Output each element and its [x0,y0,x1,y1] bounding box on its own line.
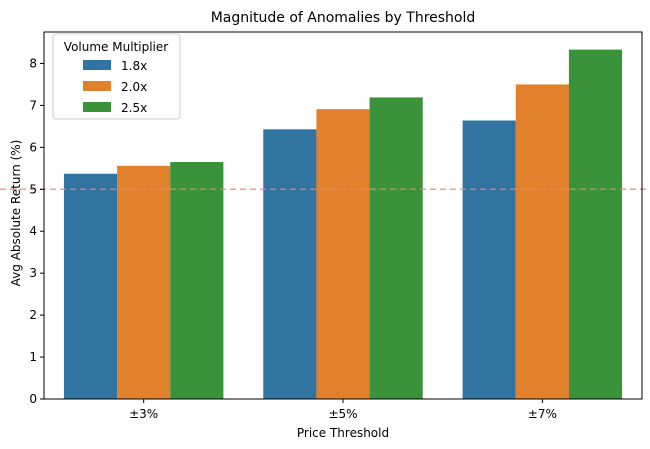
legend-title: Volume Multiplier [64,40,168,54]
y-tick-label-3: 3 [29,266,37,280]
bar-2.5x-1 [369,97,423,400]
bar-1.8x-1 [263,129,317,399]
bar-1.8x-0 [63,173,118,399]
bar-2.5x-0 [170,162,224,399]
y-tick-label-0: 0 [29,392,37,406]
legend-swatch-2.5x [83,102,111,112]
x-tick-label-2: ±7% [528,407,557,421]
y-tick-label-5: 5 [29,182,37,196]
legend-label-2.0x: 2.0x [121,80,147,94]
bar-2.0x-0 [117,165,171,399]
y-tick-label-1: 1 [29,350,37,364]
x-axis-label: Price Threshold [297,426,389,440]
x-tick-label-0: ±3% [129,407,158,421]
bar-2.5x-2 [568,49,623,400]
plot-area: 0 1 2 3 4 5 6 7 8 ±3% ±5% ±7% [0,31,650,421]
y-tick-label-4: 4 [29,224,37,238]
legend-label-2.5x: 2.5x [121,101,147,115]
legend-box [52,33,181,120]
y-tick-label-7: 7 [29,98,37,112]
bar-2.0x-2 [515,84,569,400]
chart-title: Magnitude of Anomalies by Threshold [211,10,476,26]
y-axis-label: Avg Absolute Return (%) [9,140,23,287]
legend-swatch-2.0x [83,81,111,91]
bar-1.8x-2 [462,120,516,399]
x-tick-label-1: ±5% [328,407,357,421]
bar-2.0x-1 [316,109,370,400]
y-tick-label-6: 6 [29,140,37,154]
legend: Volume Multiplier 1.8x 2.0x 2.5x [52,33,181,120]
legend-swatch-1.8x [83,60,111,70]
y-tick-label-2: 2 [29,308,37,322]
y-tick-label-8: 8 [29,56,37,70]
legend-label-1.8x: 1.8x [121,59,147,73]
